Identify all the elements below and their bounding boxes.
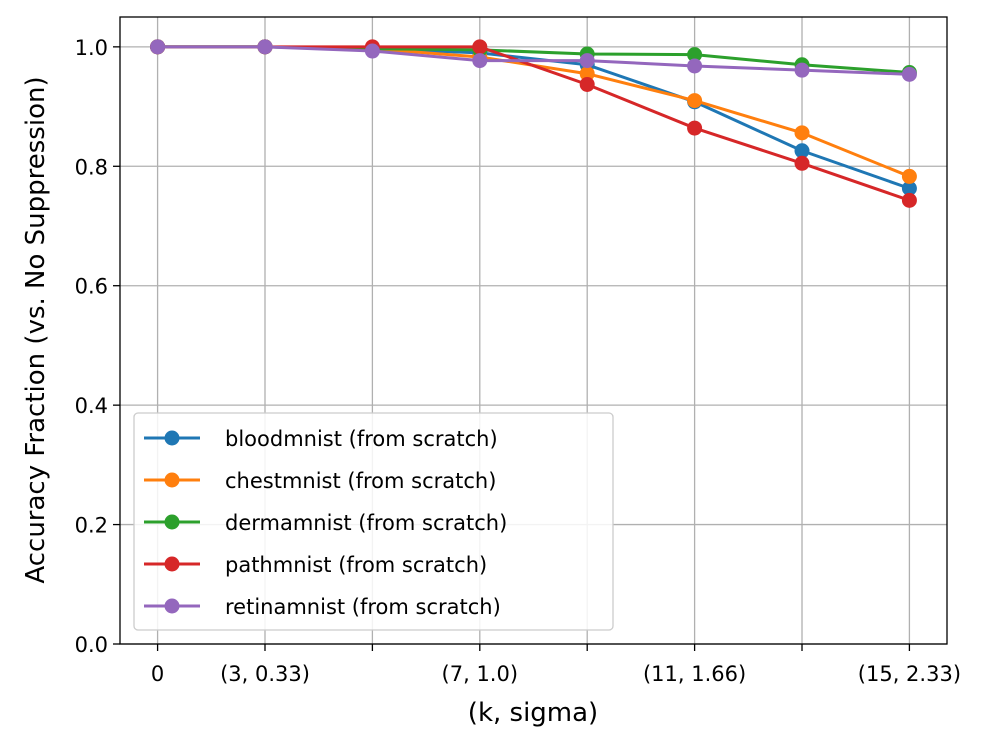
- data-point: [150, 39, 166, 55]
- data-point: [579, 53, 595, 69]
- y-tick-label: 0.6: [75, 275, 108, 299]
- legend: bloodmnist (from scratch) chestmnist (fro…: [133, 412, 614, 631]
- legend-label: dermamnist (from scratch): [225, 511, 507, 535]
- data-point: [687, 58, 703, 74]
- data-point: [687, 47, 703, 63]
- data-point: [579, 66, 595, 82]
- y-tick-label: 0.4: [75, 394, 108, 418]
- y-tick-label: 0.2: [75, 514, 108, 538]
- x-tick-label: (11, 1.66): [643, 662, 746, 686]
- legend-swatch-marker: [164, 472, 180, 488]
- series-line-4: [157, 45, 910, 76]
- y-tick-label: 0.0: [75, 633, 108, 657]
- x-axis-label: (k, sigma): [468, 698, 598, 728]
- data-point: [901, 192, 917, 208]
- data-point: [364, 43, 380, 59]
- x-tick-label: (3, 0.33): [220, 662, 310, 686]
- data-point: [472, 39, 488, 55]
- legend-box: [133, 412, 614, 631]
- legend-label: pathmnist (from scratch): [225, 553, 487, 577]
- legend-swatch-marker: [164, 556, 180, 572]
- data-point: [794, 125, 810, 141]
- data-point: [579, 76, 595, 92]
- legend-swatch-marker: [164, 514, 180, 530]
- legend-label: bloodmnist (from scratch): [225, 427, 498, 451]
- data-point: [901, 168, 917, 184]
- y-tick-label: 0.8: [75, 155, 108, 179]
- x-tick-label: (7, 1.0): [442, 662, 519, 686]
- y-tick-label: 1.0: [75, 36, 108, 60]
- data-point: [472, 53, 488, 69]
- data-point: [687, 120, 703, 136]
- series-lines: [150, 39, 917, 208]
- legend-swatch-marker: [164, 430, 180, 446]
- data-point: [794, 62, 810, 78]
- data-point: [901, 180, 917, 196]
- data-point: [257, 39, 273, 55]
- data-point: [794, 155, 810, 171]
- legend-label: retinamnist (from scratch): [225, 595, 501, 619]
- y-axis-label: Accuracy Fraction (vs. No Suppression): [21, 76, 51, 583]
- plot-frame: [119, 16, 948, 645]
- axis-ticks: 0 (3, 0.33) (7, 1.0) (11, 1.66) (15, 2.33) 0.…: [75, 36, 961, 686]
- data-point: [901, 66, 917, 82]
- x-tick-label: 0: [151, 662, 164, 686]
- data-point: [687, 93, 703, 109]
- legend-label: chestmnist (from scratch): [225, 469, 496, 493]
- data-point: [794, 143, 810, 159]
- legend-swatch-marker: [164, 598, 180, 614]
- x-tick-label: (15, 2.33): [858, 662, 961, 686]
